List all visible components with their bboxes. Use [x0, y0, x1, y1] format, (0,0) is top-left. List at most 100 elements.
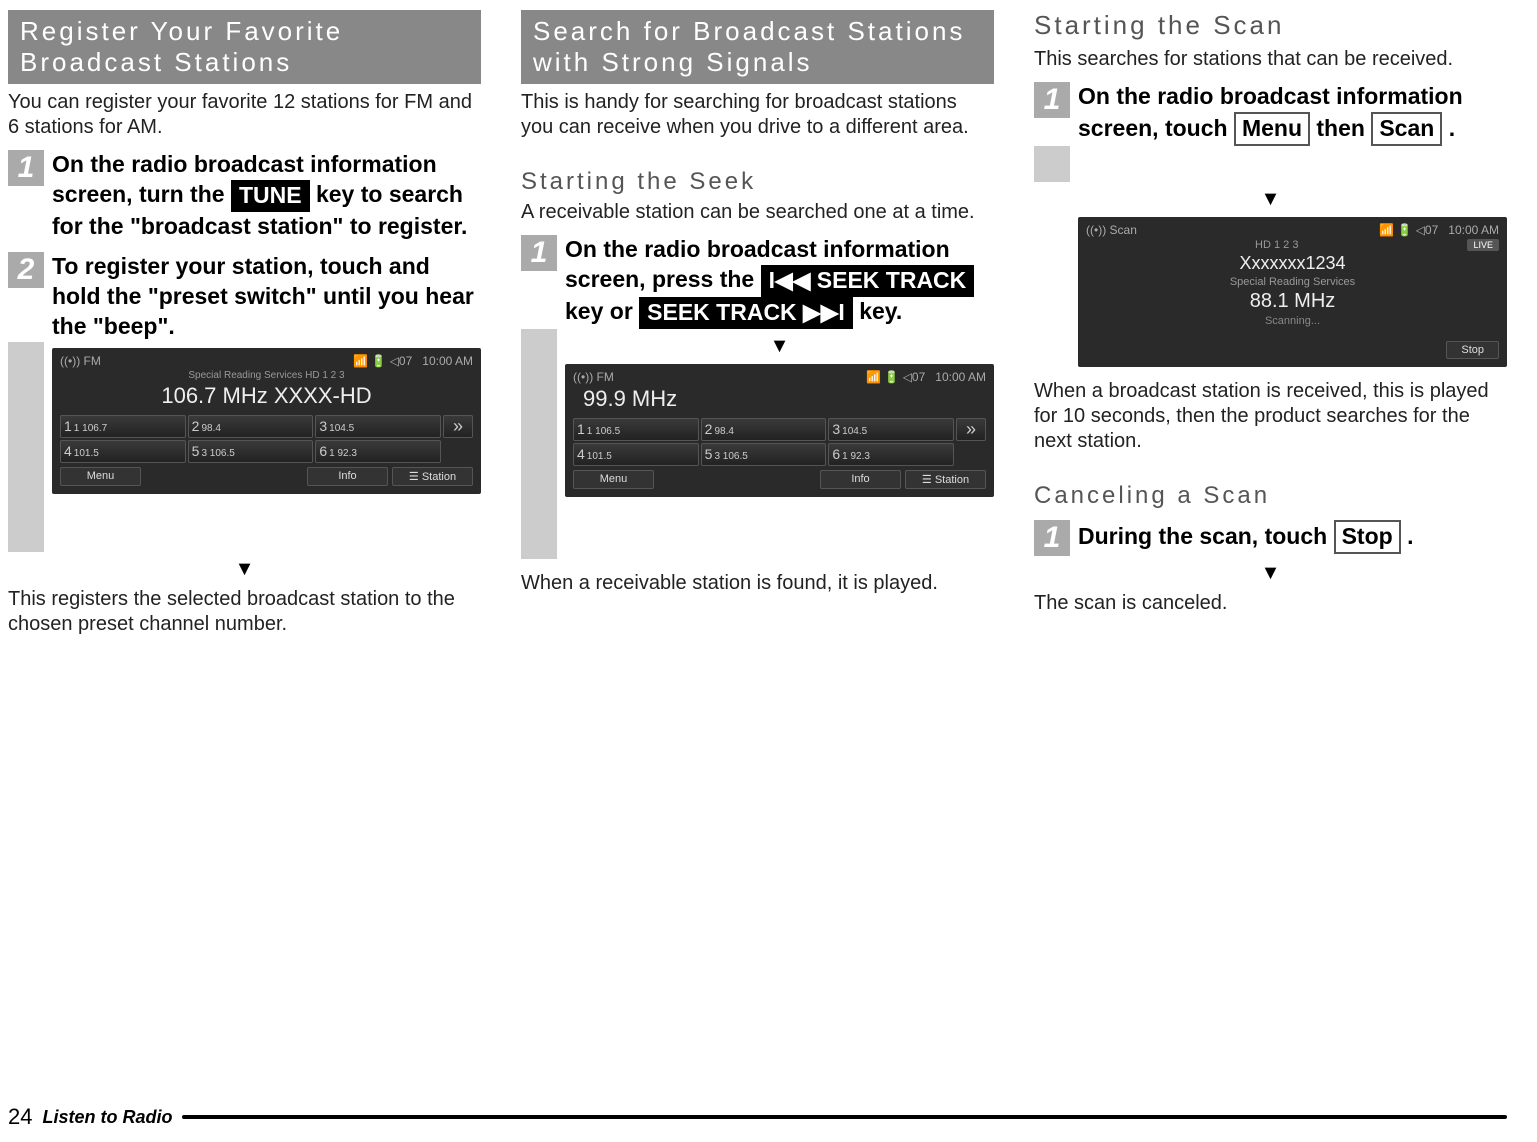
stop-key: Stop — [1334, 520, 1401, 554]
step-text: . — [1401, 523, 1414, 549]
ss-presets-row2: 4101.5 53 106.5 61 92.3 » — [573, 443, 986, 466]
menu-button[interactable]: Menu — [60, 467, 141, 486]
info-button[interactable]: Info — [820, 470, 901, 489]
page-columns: Register Your Favorite Broadcast Station… — [0, 0, 1537, 637]
intro-scan: This searches for stations that can be r… — [1034, 47, 1507, 72]
preset-label: 3 106.5 — [714, 451, 747, 462]
preset-label: 101.5 — [587, 451, 612, 462]
preset-more[interactable]: » — [956, 418, 986, 441]
preset-label: 104.5 — [329, 423, 354, 434]
step-seek-body: On the radio broadcast information scree… — [565, 235, 994, 329]
ss-sub: Special Reading Services — [1086, 276, 1499, 288]
ss-status: 📶 🔋 ◁07 10:00 AM — [353, 354, 473, 368]
ss-hd: HD 1 2 3 — [1086, 239, 1499, 251]
footer-line — [182, 1115, 1507, 1119]
preset-5[interactable]: 53 106.5 — [188, 440, 314, 463]
preset-label: 1 92.3 — [842, 451, 870, 462]
step-tail — [521, 329, 557, 559]
preset-3[interactable]: 3104.5 — [828, 418, 954, 441]
preset-3[interactable]: 3104.5 — [315, 415, 441, 438]
menu-button[interactable]: Menu — [573, 470, 654, 489]
result-scan: When a broadcast station is received, th… — [1034, 379, 1507, 454]
preset-4[interactable]: 4101.5 — [573, 443, 699, 466]
arrow-down-icon: ▼ — [565, 335, 994, 358]
preset-more[interactable]: » — [443, 415, 473, 438]
ss-status: 📶 🔋 ◁07 10:00 AM — [866, 370, 986, 384]
subtitle-seek: Starting the Seek — [521, 168, 994, 196]
preset-label: 98.4 — [714, 426, 733, 437]
step-cancel-body: During the scan, touch Stop . — [1078, 520, 1507, 556]
page-footer: 24 Listen to Radio — [8, 1104, 1507, 1130]
step-text: . — [1442, 115, 1455, 141]
ss-freq: 99.9 MHz — [573, 386, 986, 412]
live-badge: LIVE — [1467, 239, 1499, 251]
ss-mode: ((•)) FM — [60, 354, 101, 368]
ss-topbar: ((•)) FM 📶 🔋 ◁07 10:00 AM — [573, 370, 986, 384]
preset-label: 1 106.5 — [587, 426, 620, 437]
arrow-down-icon: ▼ — [8, 558, 481, 581]
preset-1[interactable]: 11 106.7 — [60, 415, 186, 438]
seek-next-key: SEEK TRACK ▶▶I — [639, 297, 853, 329]
step-text: During the scan, touch — [1078, 523, 1334, 549]
ss-topbar: ((•)) Scan 📶 🔋 ◁07 10:00 AM — [1086, 223, 1499, 237]
title-scan: Starting the Scan — [1034, 10, 1507, 45]
info-button[interactable]: Info — [307, 467, 388, 486]
step-2-tail-row: ((•)) FM 📶 🔋 ◁07 10:00 AM Special Readin… — [8, 342, 481, 552]
ss-status: 📶 🔋 ◁07 10:00 AM — [1379, 223, 1499, 237]
step-text: key or — [565, 298, 639, 324]
seek-next-label: SEEK TRACK ▶▶I — [647, 299, 845, 325]
step-1-body: On the radio broadcast information scree… — [52, 150, 481, 242]
ss-mode: ((•)) FM — [573, 370, 614, 384]
step-scan-body: On the radio broadcast information scree… — [1078, 82, 1507, 146]
preset-label: 1 92.3 — [329, 448, 357, 459]
tune-key: TUNE — [231, 180, 310, 212]
result-cancel: The scan is canceled. — [1034, 591, 1507, 616]
page-number: 24 — [8, 1104, 32, 1130]
screenshot-fm-seek: ((•)) FM 📶 🔋 ◁07 10:00 AM 99.9 MHz 11 10… — [565, 364, 994, 497]
preset-label: 104.5 — [842, 426, 867, 437]
screenshot-scan: ((•)) Scan 📶 🔋 ◁07 10:00 AM LIVE HD 1 2 … — [1078, 217, 1507, 367]
screenshot-wrap: ▼ ((•)) FM 📶 🔋 ◁07 10:00 AM 99.9 MHz 11 … — [565, 329, 994, 559]
subtitle-cancel: Canceling a Scan — [1034, 482, 1507, 510]
footer-title: Listen to Radio — [42, 1107, 172, 1128]
preset-5[interactable]: 53 106.5 — [701, 443, 827, 466]
screenshot-wrap: ((•)) FM 📶 🔋 ◁07 10:00 AM Special Readin… — [52, 342, 481, 552]
step-scan-tail-row — [1034, 146, 1507, 182]
station-button[interactable]: ☰ Station — [392, 467, 473, 486]
intro-register: You can register your favorite 12 statio… — [8, 90, 481, 140]
preset-4[interactable]: 4101.5 — [60, 440, 186, 463]
preset-6[interactable]: 61 92.3 — [315, 440, 441, 463]
arrow-down-icon: ▼ — [1034, 188, 1507, 211]
column-register: Register Your Favorite Broadcast Station… — [8, 10, 481, 637]
ss-time: 10:00 AM — [935, 370, 986, 384]
result-register: This registers the selected broadcast st… — [8, 587, 481, 637]
preset-6[interactable]: 61 92.3 — [828, 443, 954, 466]
ss-scanning: Scanning... — [1086, 315, 1499, 327]
ss-presets-row1: 11 106.7 298.4 3104.5 » — [60, 415, 473, 438]
ss-topbar: ((•)) FM 📶 🔋 ◁07 10:00 AM — [60, 354, 473, 368]
spacer — [1078, 146, 1507, 182]
column-scan: Starting the Scan This searches for stat… — [1034, 10, 1507, 637]
menu-key: Menu — [1234, 112, 1310, 146]
ss-presets-row1: 11 106.5 298.4 3104.5 » — [573, 418, 986, 441]
screenshot-fm-presets: ((•)) FM 📶 🔋 ◁07 10:00 AM Special Readin… — [52, 348, 481, 494]
step-1-seek: 1 On the radio broadcast information scr… — [521, 235, 994, 329]
preset-2[interactable]: 298.4 — [188, 415, 314, 438]
ss-bottom-bar: Menu Info ☰ Station — [60, 467, 473, 486]
preset-label: 3 106.5 — [201, 448, 234, 459]
ss-presets-row2: 4101.5 53 106.5 61 92.3 » — [60, 440, 473, 463]
column-search: Search for Broadcast Stations with Stron… — [521, 10, 994, 637]
ss-bottom-bar: Menu Info ☰ Station — [573, 470, 986, 489]
preset-2[interactable]: 298.4 — [701, 418, 827, 441]
step-text: then — [1310, 115, 1371, 141]
step-1: 1 On the radio broadcast information scr… — [8, 150, 481, 242]
ss-time: 10:00 AM — [422, 354, 473, 368]
station-button[interactable]: ☰ Station — [905, 470, 986, 489]
step-number: 2 — [8, 252, 44, 288]
step-tail — [1034, 146, 1070, 182]
stop-button[interactable]: Stop — [1446, 341, 1499, 359]
step-1-scan: 1 On the radio broadcast information scr… — [1034, 82, 1507, 146]
step-1-cancel: 1 During the scan, touch Stop . — [1034, 520, 1507, 556]
intro-search: This is handy for searching for broadcas… — [521, 90, 994, 140]
preset-1[interactable]: 11 106.5 — [573, 418, 699, 441]
